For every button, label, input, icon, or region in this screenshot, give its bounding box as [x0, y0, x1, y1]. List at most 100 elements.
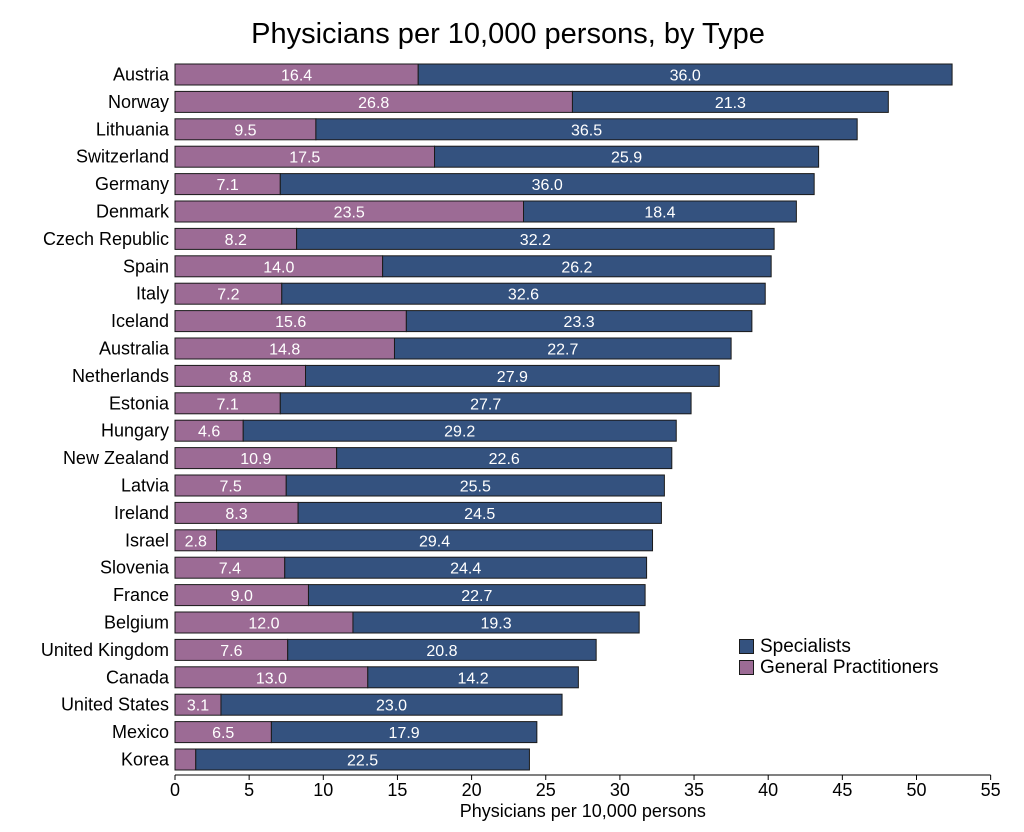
- value-label-specialists-norway: 21.3: [715, 95, 746, 112]
- bar-specialists-switzerland: [434, 145, 820, 168]
- value-label-specialists-hungary: 29.2: [444, 424, 475, 441]
- bar-specialists-italy: [281, 282, 766, 305]
- bar-specialists-estonia: [279, 392, 692, 415]
- value-label-general-practitioners-latvia: 7.5: [219, 479, 241, 496]
- bar-specialists-new-zealand: [336, 447, 673, 470]
- value-label-specialists-belgium: 19.3: [480, 616, 511, 633]
- bar-specialists-mexico: [270, 721, 538, 744]
- bar-specialists-iceland: [405, 310, 753, 333]
- bar-specialists-united-kingdom: [287, 638, 597, 661]
- category-label-netherlands: Netherlands: [72, 366, 169, 386]
- x-tick-label-25: 25: [536, 780, 556, 800]
- value-label-general-practitioners-belgium: 12.0: [248, 616, 279, 633]
- bar-specialists-austria: [417, 63, 953, 86]
- category-label-korea: Korea: [121, 750, 170, 770]
- category-label-estonia: Estonia: [109, 393, 170, 413]
- value-label-specialists-slovenia: 24.4: [450, 561, 481, 578]
- value-label-general-practitioners-ireland: 8.3: [225, 506, 247, 523]
- value-label-general-practitioners-germany: 7.1: [217, 177, 239, 194]
- value-label-general-practitioners-australia: 14.8: [269, 342, 300, 359]
- x-tick-label-45: 45: [832, 780, 852, 800]
- category-labels-layer: Austria Norway Lithuania Switzerland Germany…: [41, 65, 170, 770]
- value-label-general-practitioners-lithuania: 9.5: [234, 122, 256, 139]
- value-labels-layer: 16.4 36.0 26.8 21.3 9.5 36.5 17.5 25.9 7.1 36.0 23…: [185, 68, 746, 770]
- category-label-belgium: Belgium: [104, 613, 169, 633]
- value-label-general-practitioners-denmark: 23.5: [334, 205, 365, 222]
- bar-specialists-lithuania: [315, 118, 858, 141]
- bar-specialists-czech-republic: [296, 227, 775, 250]
- bar-specialists-ireland: [297, 501, 662, 524]
- x-axis-title: Physicians per 10,000 persons: [460, 801, 706, 821]
- value-label-general-practitioners-italy: 7.2: [217, 287, 239, 304]
- value-label-specialists-united-states: 23.0: [376, 698, 407, 715]
- bars-layer: [174, 63, 953, 771]
- value-label-specialists-new-zealand: 22.6: [489, 451, 520, 468]
- value-label-specialists-czech-republic: 32.2: [520, 232, 551, 249]
- category-label-austria: Austria: [113, 65, 170, 85]
- legend-item-specialists: Specialists: [739, 636, 938, 657]
- value-label-specialists-israel: 29.4: [419, 533, 450, 550]
- category-label-italy: Italy: [136, 284, 169, 304]
- value-label-specialists-korea: 22.5: [347, 753, 378, 770]
- x-tick-label-10: 10: [313, 780, 333, 800]
- x-tick-label-5: 5: [244, 780, 254, 800]
- value-label-specialists-switzerland: 25.9: [611, 150, 642, 167]
- bar-specialists-hungary: [242, 419, 677, 442]
- value-label-general-practitioners-estonia: 7.1: [217, 396, 239, 413]
- value-label-general-practitioners-iceland: 15.6: [275, 314, 306, 331]
- bar-specialists-france: [307, 584, 646, 607]
- category-label-hungary: Hungary: [101, 421, 169, 441]
- bar-specialists-norway: [571, 90, 889, 113]
- bar-specialists-canada: [367, 666, 579, 689]
- value-label-general-practitioners-mexico: 6.5: [212, 725, 234, 742]
- value-label-general-practitioners-canada: 13.0: [256, 670, 287, 687]
- value-label-specialists-mexico: 17.9: [389, 725, 420, 742]
- x-tick-label-30: 30: [610, 780, 630, 800]
- value-label-general-practitioners-norway: 26.8: [358, 95, 389, 112]
- value-label-general-practitioners-hungary: 4.6: [198, 424, 220, 441]
- legend-item-general-practitioners: General Practitioners: [739, 657, 938, 678]
- category-label-france: France: [113, 585, 169, 605]
- x-tick-label-20: 20: [462, 780, 482, 800]
- bar-specialists-latvia: [285, 474, 665, 497]
- x-tick-label-15: 15: [387, 780, 407, 800]
- x-tick-label-0: 0: [170, 780, 180, 800]
- category-label-denmark: Denmark: [96, 202, 170, 222]
- value-label-specialists-united-kingdom: 20.8: [426, 643, 457, 660]
- category-label-new-zealand: New Zealand: [63, 448, 169, 468]
- value-label-specialists-austria: 36.0: [670, 68, 701, 85]
- category-label-israel: Israel: [125, 530, 169, 550]
- value-label-specialists-italy: 32.6: [508, 287, 539, 304]
- value-label-specialists-canada: 14.2: [458, 670, 489, 687]
- value-label-general-practitioners-united-kingdom: 7.6: [220, 643, 242, 660]
- value-label-general-practitioners-czech-republic: 8.2: [225, 232, 247, 249]
- category-label-lithuania: Lithuania: [96, 119, 170, 139]
- category-label-spain: Spain: [123, 256, 169, 276]
- bar-specialists-slovenia: [284, 556, 648, 579]
- value-label-specialists-ireland: 24.5: [464, 506, 495, 523]
- bar-general-practitioners-korea: [174, 748, 197, 771]
- x-tick-label-50: 50: [906, 780, 926, 800]
- value-label-general-practitioners-switzerland: 17.5: [289, 150, 320, 167]
- legend-label-general-practitioners: General Practitioners: [760, 656, 939, 678]
- category-label-slovenia: Slovenia: [100, 558, 170, 578]
- x-tick-label-40: 40: [758, 780, 778, 800]
- category-label-norway: Norway: [108, 92, 169, 112]
- value-label-specialists-latvia: 25.5: [460, 479, 491, 496]
- bar-specialists-denmark: [523, 200, 797, 223]
- bar-specialists-australia: [393, 337, 732, 360]
- bar-specialists-germany: [279, 173, 815, 196]
- category-label-iceland: Iceland: [111, 311, 169, 331]
- value-label-specialists-australia: 22.7: [547, 342, 578, 359]
- value-label-specialists-denmark: 18.4: [644, 205, 675, 222]
- legend: Specialists General Practitioners: [739, 636, 938, 678]
- category-label-australia: Australia: [99, 339, 170, 359]
- x-tick-label-35: 35: [684, 780, 704, 800]
- value-label-specialists-estonia: 27.7: [470, 396, 501, 413]
- value-label-general-practitioners-netherlands: 8.8: [229, 369, 251, 386]
- category-label-latvia: Latvia: [121, 476, 170, 496]
- value-label-general-practitioners-israel: 2.8: [185, 533, 207, 550]
- bar-specialists-netherlands: [305, 364, 720, 387]
- category-label-switzerland: Switzerland: [76, 147, 169, 167]
